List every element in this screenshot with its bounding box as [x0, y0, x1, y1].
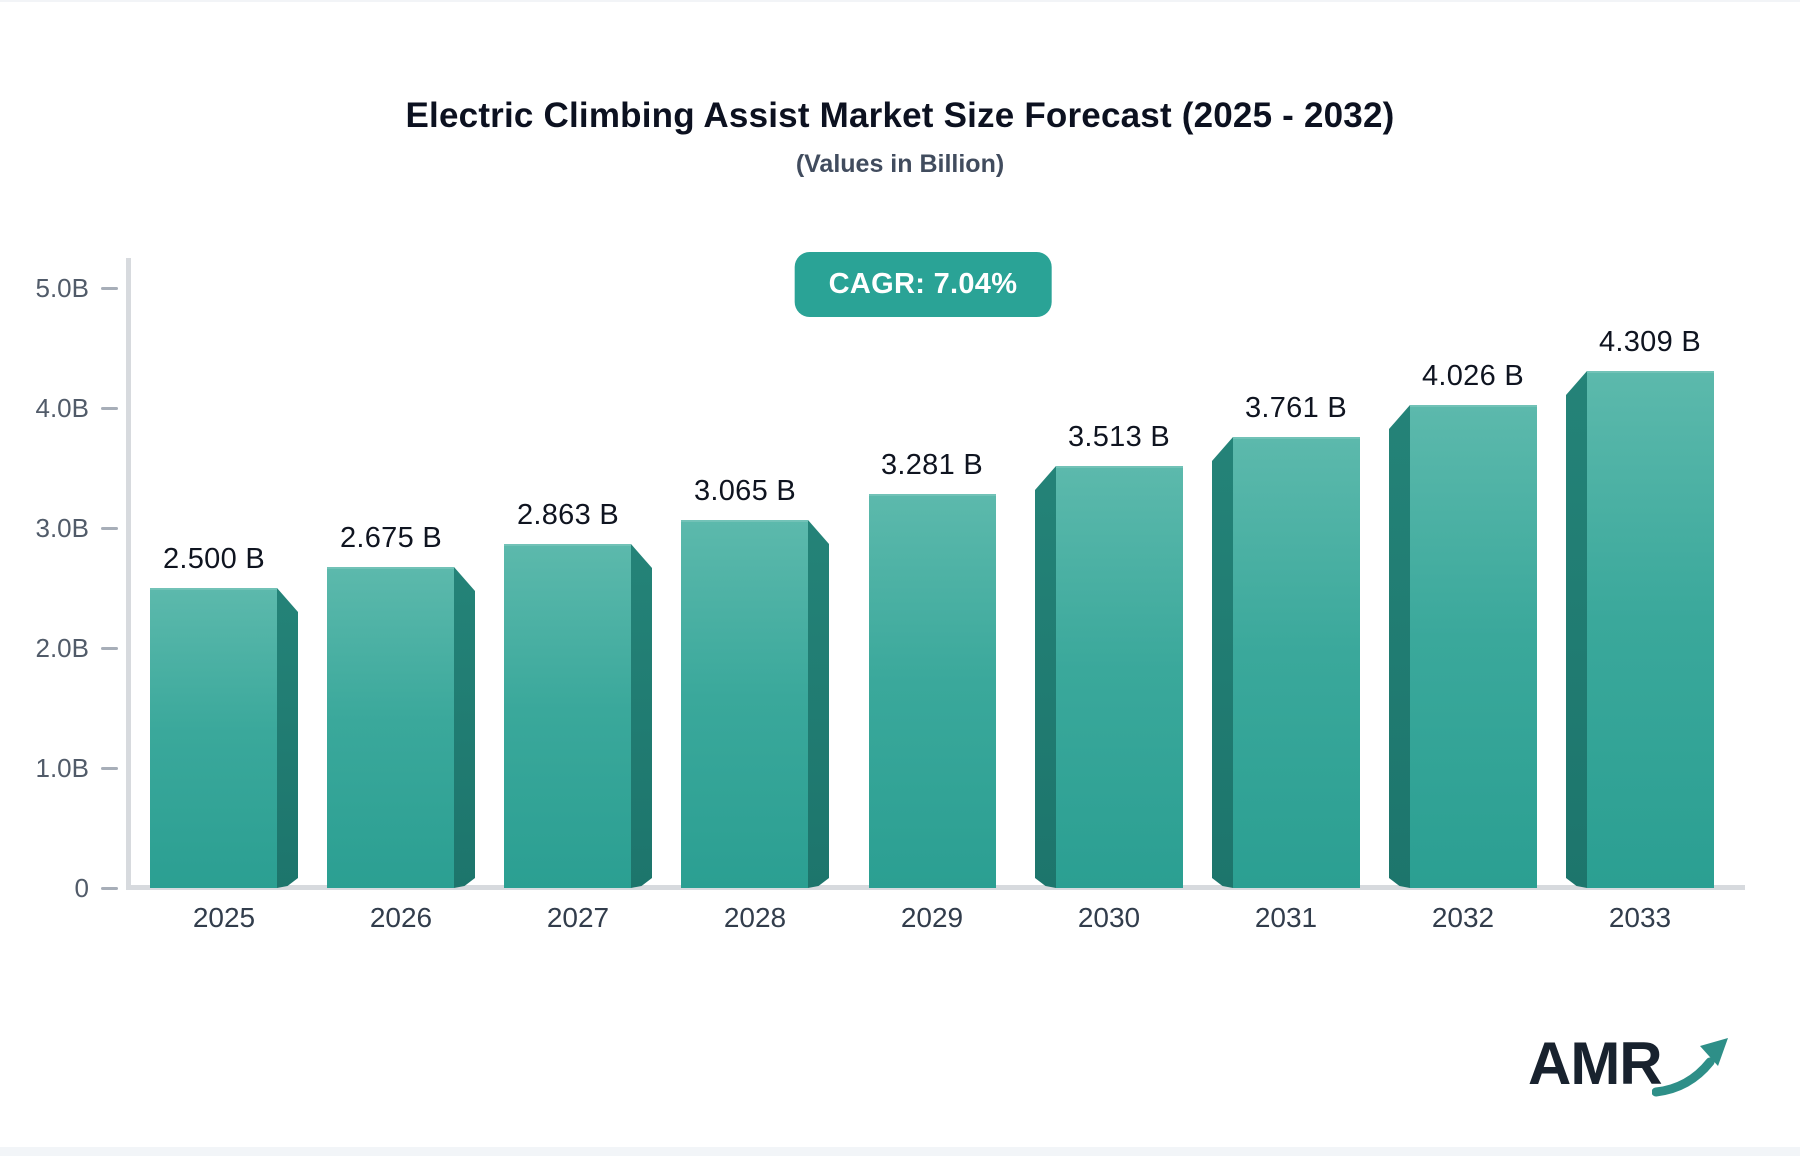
bar-2025: 2.500 B 2025	[150, 543, 298, 933]
bar-value-label: 2.500 B	[162, 543, 266, 575]
bar-2029: 3.281 B 2029	[858, 449, 1006, 933]
x-axis-label-2030: 2030	[1077, 902, 1141, 933]
growth-arrow-icon	[1651, 1038, 1728, 1097]
page-bottom-strip	[0, 1147, 1800, 1156]
y-tick-label: 4.0B	[35, 392, 90, 423]
bar-2032: 4.026 B 2032	[1389, 360, 1537, 933]
bar-side-face	[1035, 466, 1056, 888]
y-tick-label: 5.0B	[35, 272, 90, 303]
bar-series: 2.500 B 2025 2.675 B 2026 2.863 B 2027 3.065 B…	[130, 288, 1730, 933]
y-tick-0: 0	[12, 873, 118, 903]
x-axis-label-2032: 2032	[1431, 902, 1495, 933]
bar-side-face	[454, 567, 475, 888]
y-tick-label: 2.0B	[35, 632, 90, 663]
bar-value-label: 4.026 B	[1421, 360, 1525, 392]
x-axis-label-2027: 2027	[546, 902, 610, 933]
bar-2026: 2.675 B 2026	[327, 522, 475, 933]
bar-value-label: 3.281 B	[880, 449, 984, 481]
bar-front-face	[504, 544, 631, 888]
bar-side-face	[1212, 437, 1233, 888]
bar-front-face	[1587, 371, 1714, 888]
bar-front-face	[868, 494, 996, 888]
bar-front-face	[681, 520, 808, 888]
bar-chart: 5.0B 4.0B 3.0B 2.0B 1.0B 0 2.500 B 2025 2.675 B…	[36, 258, 1745, 933]
bar-front-face	[1233, 437, 1360, 888]
x-axis-label-2029: 2029	[900, 902, 964, 933]
chart-title: Electric Climbing Assist Market Size For…	[405, 96, 1395, 135]
bar-value-label: 3.761 B	[1244, 392, 1348, 424]
bar-side-face	[1389, 405, 1410, 888]
x-axis-label-2031: 2031	[1254, 902, 1318, 933]
y-tick-label: 3.0B	[35, 512, 90, 543]
bar-side-face	[1566, 371, 1587, 888]
bar-side-face	[631, 544, 652, 888]
bar-side-face	[808, 520, 829, 888]
bar-value-label: 3.065 B	[693, 475, 797, 507]
x-axis-label-2033: 2033	[1608, 902, 1672, 933]
bar-front-face	[1056, 466, 1183, 888]
chart-subtitle: (Values in Billion)	[795, 150, 1005, 178]
amr-logo: AMR	[1528, 1034, 1734, 1098]
y-axis-line	[126, 258, 131, 890]
bar-front-face	[1410, 405, 1537, 888]
y-tick-1.0B: 1.0B	[12, 753, 118, 783]
bar-2027: 2.863 B 2027	[504, 499, 652, 933]
bar-value-label: 2.675 B	[339, 522, 443, 554]
bar-2028: 3.065 B 2028	[681, 475, 829, 933]
x-axis-label-2026: 2026	[369, 902, 433, 933]
bar-2033: 4.309 B 2033	[1566, 326, 1714, 933]
bar-2030: 3.513 B 2030	[1035, 421, 1183, 933]
bar-front-face	[150, 588, 277, 888]
y-tick-mark	[101, 646, 118, 650]
y-tick-label: 0	[74, 872, 89, 903]
y-tick-mark	[101, 886, 118, 890]
y-tick-4.0B: 4.0B	[12, 393, 118, 423]
y-tick-3.0B: 3.0B	[12, 513, 118, 543]
y-tick-label: 1.0B	[35, 752, 90, 783]
bar-value-label: 3.513 B	[1067, 421, 1171, 453]
bar-front-face	[327, 567, 454, 888]
bar-value-label: 4.309 B	[1598, 326, 1702, 358]
x-axis-label-2025: 2025	[192, 902, 256, 933]
cagr-badge: CAGR: 7.04%	[794, 252, 1052, 317]
y-tick-mark	[101, 406, 118, 410]
y-tick-2.0B: 2.0B	[12, 633, 118, 663]
y-tick-mark	[101, 286, 118, 290]
bar-side-face	[277, 588, 298, 888]
y-tick-mark	[101, 526, 118, 530]
logo-text: AMR	[1528, 1030, 1663, 1097]
bar-value-label: 2.863 B	[516, 499, 620, 531]
x-axis-label-2028: 2028	[723, 902, 787, 933]
y-tick-5.0B: 5.0B	[12, 273, 118, 303]
y-tick-mark	[101, 766, 118, 770]
bar-2031: 3.761 B 2031	[1212, 392, 1360, 933]
